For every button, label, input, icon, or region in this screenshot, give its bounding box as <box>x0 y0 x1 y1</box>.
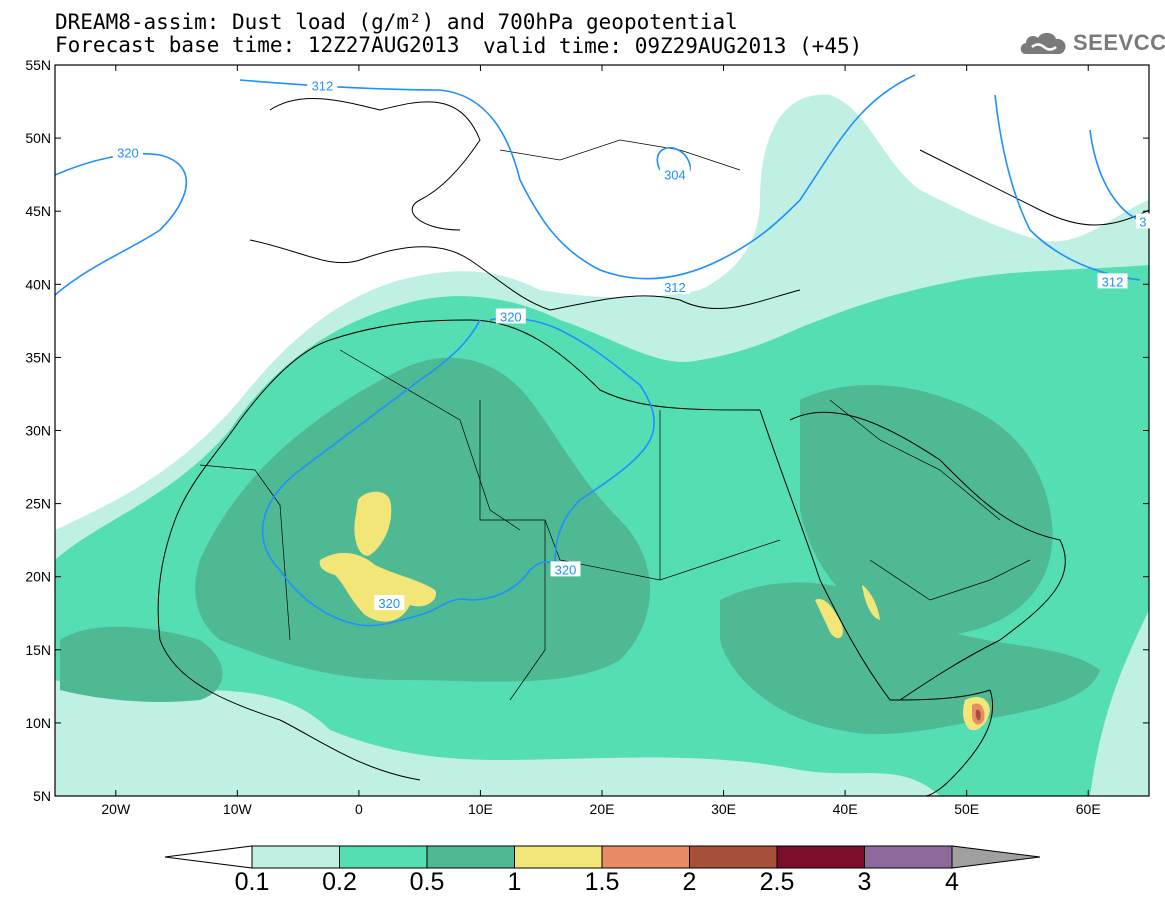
colorbar-label: 1 <box>508 868 522 896</box>
contour-label-bg <box>1135 213 1150 229</box>
dust-field-dark-east-africa <box>720 582 1100 735</box>
lon-tick-label: 40E <box>833 801 858 817</box>
colorbar-segment <box>339 845 428 869</box>
colorbar-label: 0.2 <box>322 868 357 896</box>
contour-label: 304 <box>664 168 686 183</box>
dust-field-brown <box>975 709 981 721</box>
lon-tick-label: 20E <box>590 801 615 817</box>
lon-tick-label: 0 <box>355 801 363 817</box>
cloud-logo-icon <box>1020 32 1066 54</box>
lat-tick-label: 50N <box>25 130 51 146</box>
coastline-europe-south <box>249 239 801 311</box>
coastline-europe-north <box>269 98 481 231</box>
colorbar: 0.1 0.2 0.5 1 1.5 2 2.5 3 4 <box>164 845 1041 896</box>
colorbar-segment <box>601 845 690 869</box>
contour-320-sahara <box>261 317 655 627</box>
border-d <box>659 410 781 581</box>
colorbar-segment <box>251 845 340 869</box>
logo-text: SEEVCCC <box>1073 30 1165 55</box>
lat-tick-label: 40N <box>25 276 51 292</box>
lat-tick-label: 5N <box>33 788 51 804</box>
contour-label-bg <box>374 595 405 611</box>
colorbar-label: 4 <box>945 868 959 896</box>
colorbar-segment <box>426 845 515 869</box>
contour-312-east <box>994 94 1141 281</box>
lat-tick-label: 55N <box>25 57 51 73</box>
contour-label-bg <box>659 166 690 182</box>
contour-label-bg <box>659 279 690 295</box>
contour-label: 312 <box>312 78 334 93</box>
border-g <box>869 559 1031 601</box>
seevccc-logo: SEEVCCC <box>1018 28 1165 58</box>
contour-label-bg <box>1097 273 1128 289</box>
contour-label: 312 <box>1102 274 1124 289</box>
coastline-west-africa <box>157 419 421 781</box>
contour-label-bg <box>495 308 526 324</box>
lon-tick-label: 10W <box>223 801 253 817</box>
coastlines <box>157 98 1149 796</box>
lat-tick-label: 20N <box>25 569 51 585</box>
contour-320-west <box>55 152 188 296</box>
lat-tick-label: 35N <box>25 349 51 365</box>
valid-time: valid time: 09Z29AUG2013 (+45) <box>483 34 863 58</box>
colorbar-over-arrow <box>951 845 1041 869</box>
coastline-caspian-region <box>919 149 1149 226</box>
lon-tick-label: 20W <box>101 801 131 817</box>
colorbar-label: 2.5 <box>760 868 795 896</box>
contour-312-north <box>239 74 916 280</box>
dust-field-yellow-a <box>354 491 392 556</box>
lat-tick-label: 10N <box>25 715 51 731</box>
lat-tick-label: 15N <box>25 642 51 658</box>
coastline-horn-africa <box>924 689 994 796</box>
contour-labels: 312 320 304 312 320 320 320 312 3 <box>112 77 1150 611</box>
border-a <box>199 464 291 641</box>
contour-label-bg <box>550 561 581 577</box>
colorbar-segment <box>514 845 603 869</box>
contour-label: 320 <box>500 309 522 324</box>
contour-label-bg <box>112 144 143 160</box>
dust-field-yellow-c <box>815 599 843 639</box>
lon-tick-label: 10E <box>468 801 493 817</box>
dust-field-dark-arabia <box>800 385 1053 635</box>
lon-tick-label: 30E <box>711 801 736 817</box>
contour-label: 3 <box>1139 214 1146 229</box>
borders <box>199 139 1031 701</box>
colorbar-label: 0.5 <box>410 868 445 896</box>
forecast-base-time: Forecast base time: 12Z27AUG2013 <box>55 33 460 57</box>
coastline-arabia <box>789 411 1066 701</box>
colorbar-label: 1.5 <box>585 868 620 896</box>
colorbar-segment <box>776 845 865 869</box>
border-e <box>509 520 546 701</box>
lat-tick-label: 25N <box>25 496 51 512</box>
lon-tick-label: 60E <box>1076 801 1101 817</box>
colorbar-segment <box>689 845 778 869</box>
contour-label: 320 <box>378 596 400 611</box>
border-h <box>499 139 741 171</box>
contour-label: 320 <box>117 146 139 161</box>
lon-axis: 20W 10W 0 10E 20E 30E 40E 50E 60E <box>101 65 1101 817</box>
border-f <box>829 399 1001 521</box>
lat-tick-label: 45N <box>25 203 51 219</box>
lat-tick-label: 30N <box>25 423 51 439</box>
contour-label: 320 <box>555 562 577 577</box>
lon-tick-label: 50E <box>954 801 979 817</box>
lat-axis: 55N 50N 45N 40N 35N 30N 25N 20N 15N 10N 5N <box>25 57 1149 804</box>
map-area <box>55 65 1149 796</box>
colorbar-label: 2 <box>683 868 697 896</box>
colorbar-label: 0.1 <box>235 868 270 896</box>
contour-label: 312 <box>664 280 686 295</box>
dust-field-yellow-d <box>862 585 880 620</box>
map-title: DREAM8-assim: Dust load (g/m²) and 700hP… <box>55 10 738 34</box>
dust-field-yellow-b <box>319 552 436 622</box>
coastline-red-sea <box>759 409 991 701</box>
coastline-north-africa <box>239 319 761 421</box>
colorbar-segment <box>864 845 953 869</box>
colorbar-label: 3 <box>858 868 872 896</box>
colorbar-under-arrow <box>164 845 253 869</box>
dust-field-dark-sahel <box>60 626 223 702</box>
contour-label-bg <box>307 77 338 93</box>
